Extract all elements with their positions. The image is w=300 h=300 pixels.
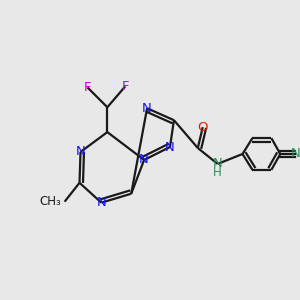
Text: H: H <box>213 167 222 179</box>
Text: N: N <box>165 140 175 154</box>
Text: N: N <box>97 196 106 209</box>
Text: CH₃: CH₃ <box>39 195 61 208</box>
Text: N: N <box>76 146 85 158</box>
Text: O: O <box>197 121 208 134</box>
Text: N: N <box>142 102 152 115</box>
Text: N: N <box>139 153 149 167</box>
Text: N: N <box>290 148 300 160</box>
Text: N: N <box>213 158 223 170</box>
Text: F: F <box>84 81 91 94</box>
Text: F: F <box>122 80 129 93</box>
